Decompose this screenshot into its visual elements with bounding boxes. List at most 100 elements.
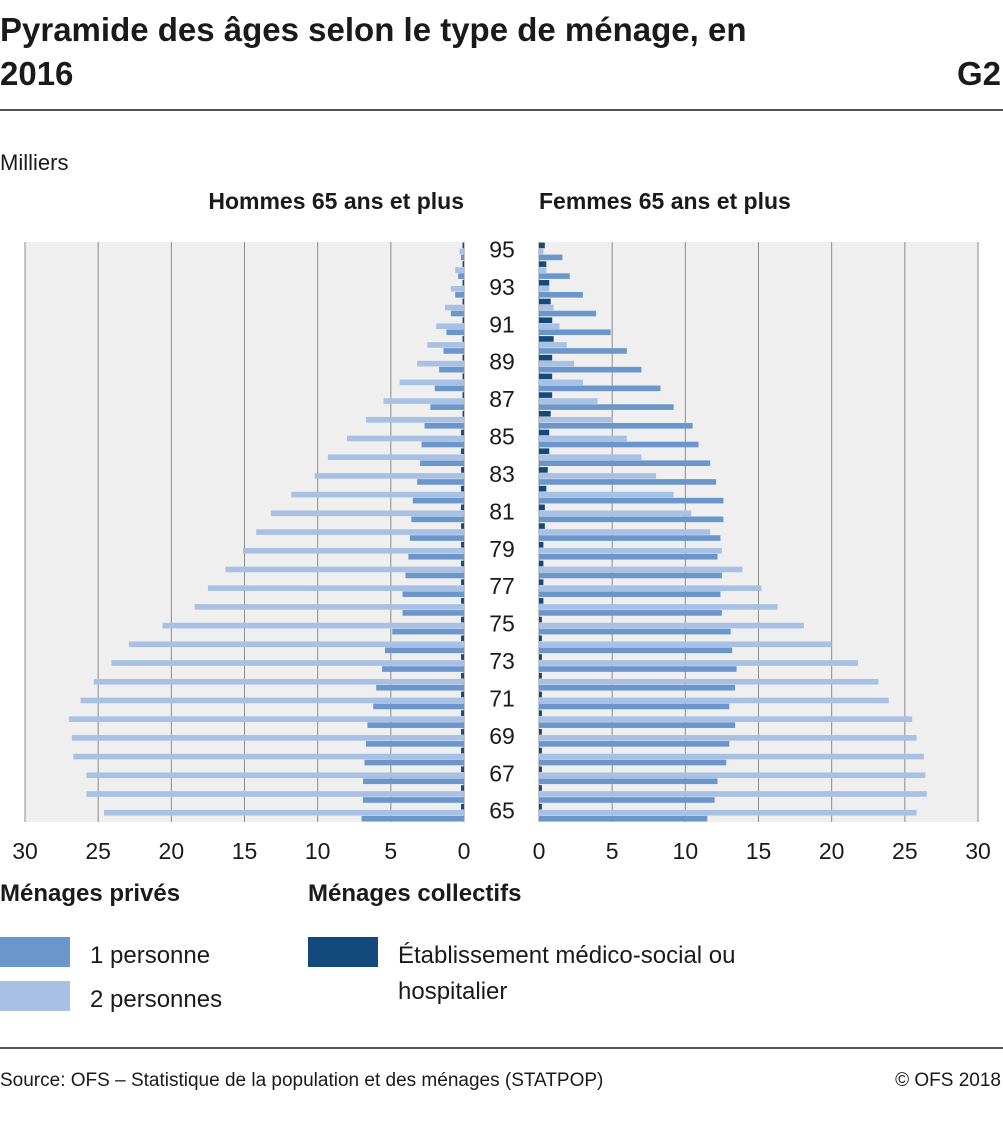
bar	[539, 267, 547, 273]
bar	[539, 666, 737, 672]
bar	[462, 242, 464, 249]
bar	[461, 710, 464, 716]
y-tick-label: 65	[489, 798, 515, 824]
bar	[539, 416, 613, 423]
bar	[363, 797, 464, 803]
bar	[461, 747, 464, 754]
bar	[207, 585, 464, 591]
bar	[461, 785, 464, 791]
bar	[461, 579, 464, 585]
legend-label: 1 personne	[90, 942, 211, 969]
bar	[539, 360, 575, 367]
bar	[539, 598, 544, 604]
bar	[86, 772, 465, 779]
bar	[539, 635, 542, 642]
bar	[539, 422, 693, 429]
bar	[539, 317, 553, 324]
bar	[539, 298, 551, 305]
bar	[539, 735, 917, 741]
bar	[430, 404, 464, 410]
bar	[461, 254, 464, 261]
y-tick-label: 73	[489, 648, 515, 674]
bar	[539, 379, 583, 386]
legend-label: 2 personnes	[90, 986, 223, 1013]
bar	[539, 273, 570, 279]
bar	[462, 336, 464, 342]
bar	[461, 729, 464, 735]
bar	[539, 254, 563, 261]
bar	[539, 292, 583, 298]
bar	[539, 722, 736, 728]
x-tick-label: 15	[232, 838, 258, 864]
bar	[327, 454, 464, 461]
bar	[539, 678, 879, 685]
y-tick-label: 77	[489, 573, 515, 599]
bar	[539, 392, 553, 398]
y-tick-label: 87	[489, 386, 515, 412]
bar	[539, 553, 718, 560]
bar	[539, 684, 736, 691]
bar	[539, 566, 743, 573]
bar	[408, 553, 464, 560]
bar	[439, 366, 464, 373]
bar	[539, 429, 550, 436]
bar	[539, 604, 778, 610]
bar	[539, 398, 598, 404]
bar	[539, 703, 730, 710]
bar	[539, 616, 542, 623]
bar	[455, 292, 464, 298]
x-tick-label: 20	[159, 838, 185, 864]
y-tick-label: 83	[489, 461, 515, 487]
bar	[86, 791, 465, 797]
bar	[539, 323, 560, 330]
y-tick-label: 75	[489, 611, 515, 637]
bar	[71, 735, 465, 741]
bar	[462, 298, 464, 305]
y-tick-label: 69	[489, 723, 515, 749]
bar	[365, 741, 464, 747]
bar	[539, 547, 722, 554]
bar	[162, 622, 464, 629]
legend-swatch	[0, 937, 70, 967]
bar	[384, 647, 464, 654]
bar	[539, 710, 542, 716]
bar	[399, 379, 464, 386]
y-tick-label: 93	[489, 274, 515, 300]
bar	[444, 304, 464, 311]
bar	[376, 684, 464, 691]
bar	[462, 392, 464, 398]
bar	[461, 560, 464, 567]
bar	[402, 591, 464, 597]
title: Pyramide des âges selon le type de ménag…	[0, 11, 747, 92]
panel-title: Femmes 65 ans et plus	[539, 188, 791, 214]
bar	[539, 766, 542, 773]
x-tick-label: 25	[85, 838, 111, 864]
bar	[461, 672, 464, 679]
bar	[111, 660, 464, 666]
bar	[539, 516, 724, 523]
y-tick-label: 79	[489, 536, 515, 562]
bar	[539, 791, 927, 797]
legend-swatch	[0, 981, 70, 1011]
legend-group: Ménages privés	[0, 880, 181, 907]
panel-title: Hommes 65 ans et plus	[208, 188, 464, 214]
bar	[539, 510, 692, 517]
bar	[539, 622, 804, 629]
x-tick-label: 0	[533, 838, 546, 864]
bar	[539, 485, 547, 492]
bar	[458, 273, 464, 279]
x-tick-label: 15	[746, 838, 772, 864]
bar	[539, 342, 567, 348]
bar	[539, 759, 727, 766]
bar	[424, 422, 464, 429]
y-tick-label: 81	[489, 498, 515, 524]
bar	[539, 815, 708, 822]
bar	[539, 497, 724, 504]
chart-code: G2	[956, 55, 1001, 92]
bar	[539, 772, 926, 779]
bar	[291, 491, 464, 498]
bar	[539, 809, 917, 816]
bar	[93, 678, 464, 685]
